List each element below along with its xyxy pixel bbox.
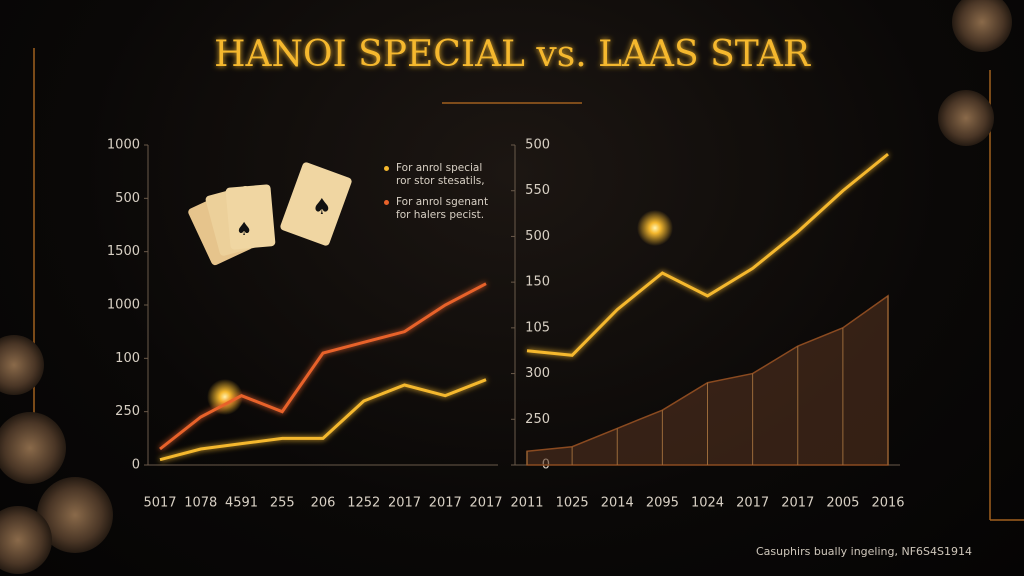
x-tick-label: 255 — [270, 496, 295, 511]
y-tick-label: 105 — [525, 320, 550, 335]
footer: Casuphirs bually ingeling, NF6S4S1914 — [755, 545, 972, 558]
x-tick-label: 2095 — [646, 496, 679, 511]
svg-text:♠: ♠ — [312, 195, 332, 220]
x-tick-label: 206 — [311, 496, 336, 511]
y-tick-label: 250 — [115, 404, 140, 419]
cards: ♠♠ — [188, 162, 352, 266]
title: HANOI SPECIAL vs. LAAS STAR — [214, 34, 811, 75]
x-tick-label: 1078 — [184, 496, 217, 511]
x-tick-label: 2017 — [736, 496, 769, 511]
legend-entry: For anrol sgenant for halers pecist. — [384, 196, 488, 222]
x-tick-label: 1024 — [691, 496, 724, 511]
legend-entry: For anrol special ror stor stesatils, — [384, 162, 485, 188]
x-tick-label: 2017 — [388, 496, 421, 511]
x-tick-label: 2017 — [781, 496, 814, 511]
y-tick-label: 150 — [525, 275, 550, 290]
y-tick-label: 500 — [115, 191, 140, 206]
y-tick-label: 1000 — [107, 298, 140, 313]
flare — [637, 210, 673, 246]
y-tick-label: 300 — [525, 366, 550, 381]
x-tick-label: 2017 — [429, 496, 462, 511]
x-tick-label: 1252 — [347, 496, 380, 511]
x-tick-label: 2011 — [510, 496, 543, 511]
x-tick-label: 1025 — [556, 496, 589, 511]
x-tick-label: 2017 — [469, 496, 502, 511]
y-tick-label: 500 — [525, 138, 550, 153]
legend-swatch — [384, 200, 389, 205]
flare — [207, 379, 243, 415]
x-tick-label: 2014 — [601, 496, 634, 511]
y-tick-label: 1500 — [107, 244, 140, 259]
y-tick-label: 500 — [525, 229, 550, 244]
y-tick-label: 100 — [115, 351, 140, 366]
y-tick-label: 1000 — [107, 138, 140, 153]
y-tick-label: 250 — [525, 412, 550, 427]
y-tick-label: 550 — [525, 183, 550, 198]
legend-label: For anrol sgenant for halers pecist. — [396, 196, 489, 221]
line — [526, 152, 889, 357]
line — [159, 282, 487, 451]
legend-label: For anrol special ror stor stesatils, — [396, 162, 485, 187]
y-tick-label: 0 — [132, 458, 140, 473]
x-tick-label: 5017 — [143, 496, 176, 511]
line — [159, 378, 487, 462]
legend-swatch — [384, 166, 389, 171]
x-tick-label: 2005 — [826, 496, 859, 511]
x-tick-label: 2016 — [871, 496, 904, 511]
svg-text:♠: ♠ — [236, 219, 252, 240]
x-tick-label: 4591 — [225, 496, 258, 511]
